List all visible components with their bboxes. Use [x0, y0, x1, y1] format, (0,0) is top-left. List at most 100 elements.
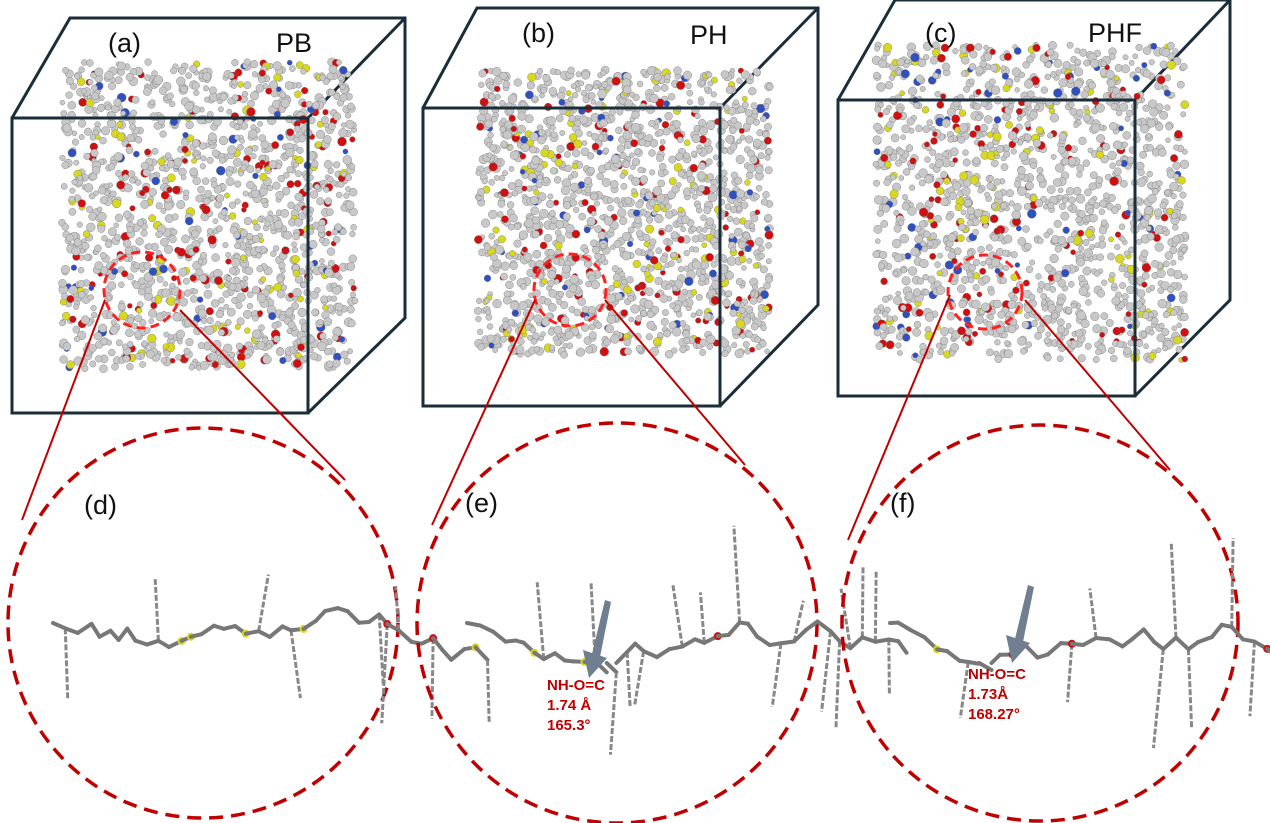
atom [682, 330, 691, 338]
alkyl-chain [535, 582, 546, 660]
atom [178, 67, 186, 75]
atom [889, 189, 899, 199]
atom [247, 99, 255, 108]
highlight-circle [946, 253, 1024, 331]
atom [965, 328, 973, 336]
atom [219, 157, 226, 164]
atom [882, 311, 889, 318]
atom [645, 224, 654, 234]
atom [95, 134, 101, 140]
atom [281, 186, 291, 196]
atom [1058, 202, 1067, 211]
alkyl-chain [1066, 643, 1074, 703]
atom [586, 130, 593, 137]
atom [942, 150, 949, 158]
atom [1126, 285, 1135, 294]
atom [1179, 191, 1187, 199]
atom [101, 126, 111, 136]
atom [734, 176, 743, 185]
atom [148, 214, 157, 223]
atom [600, 69, 607, 77]
atom [671, 347, 678, 354]
atom [1061, 197, 1068, 204]
atom [584, 186, 592, 194]
atom [518, 230, 529, 240]
atom [677, 136, 684, 144]
atom [252, 329, 262, 339]
atom [59, 99, 66, 106]
atom [182, 157, 189, 164]
atom [155, 230, 163, 239]
atom [936, 101, 945, 109]
atom [1120, 180, 1128, 188]
atom [739, 332, 746, 339]
atom [182, 189, 190, 197]
atom [164, 152, 172, 159]
atom [1177, 250, 1184, 257]
atom [645, 333, 653, 341]
molecule-bond [1173, 635, 1191, 652]
atom [622, 160, 631, 168]
atom [900, 267, 907, 274]
atom [91, 311, 98, 319]
atom [111, 198, 122, 209]
atom [500, 272, 508, 281]
atom [210, 181, 218, 189]
atom [590, 239, 598, 247]
molecule-bond [977, 661, 994, 672]
atom [742, 341, 750, 348]
atom [764, 166, 773, 175]
atom [252, 172, 259, 180]
atom [959, 171, 969, 181]
atom [908, 184, 916, 191]
atom [739, 134, 746, 141]
atom [1095, 103, 1105, 113]
atom [543, 176, 550, 184]
atom [577, 297, 586, 306]
atom [502, 80, 511, 89]
atom [657, 331, 664, 339]
atom [573, 308, 582, 317]
atom [275, 347, 285, 356]
atom [698, 184, 706, 192]
bond-angle: 168.27° [968, 706, 1020, 723]
atom [581, 199, 589, 207]
alkyl-chain [834, 641, 842, 729]
atom [874, 195, 884, 205]
atom [908, 163, 915, 171]
atom [673, 66, 682, 75]
atom [1035, 273, 1042, 280]
atom [238, 170, 244, 177]
atom [161, 311, 167, 317]
atom [676, 257, 682, 264]
molecule-bond [945, 649, 962, 663]
atom [1066, 340, 1073, 346]
atom [1099, 331, 1106, 338]
atom [562, 212, 571, 221]
atom [186, 134, 195, 143]
atom [1056, 325, 1066, 334]
atom [279, 357, 287, 365]
atom [1173, 144, 1180, 151]
atom [114, 76, 123, 85]
atom [506, 201, 515, 209]
atom [298, 212, 306, 220]
atom [71, 138, 79, 146]
atom [581, 70, 590, 80]
atom [270, 90, 278, 98]
atom [326, 208, 334, 216]
atom [764, 213, 773, 222]
atom [259, 159, 266, 166]
atom [1014, 262, 1021, 268]
atom [1157, 287, 1165, 294]
atom [184, 101, 194, 111]
atom [169, 357, 176, 364]
atom [951, 114, 961, 124]
atom [1014, 87, 1020, 93]
atom [475, 169, 482, 176]
atom [131, 96, 140, 104]
atom [610, 154, 621, 164]
atom [627, 226, 635, 234]
atom [140, 200, 150, 209]
atom [203, 96, 210, 103]
